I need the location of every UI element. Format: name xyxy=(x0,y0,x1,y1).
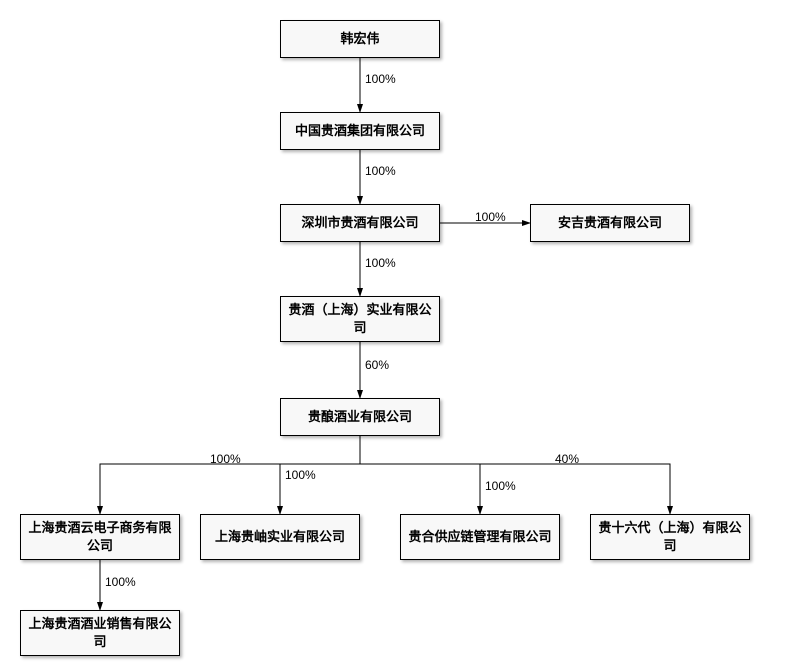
edge-label-n1-n2: 100% xyxy=(365,72,396,86)
edge-label-n5-c3: 100% xyxy=(485,479,516,493)
edge-label-c1-c1b: 100% xyxy=(105,575,136,589)
org-node-n3b: 安吉贵酒有限公司 xyxy=(530,204,690,242)
org-node-n2: 中国贵酒集团有限公司 xyxy=(280,112,440,150)
org-node-c1: 上海贵酒云电子商务有限公司 xyxy=(20,514,180,560)
edge-label-n2-n3: 100% xyxy=(365,164,396,178)
edge-label-n3-n3b: 100% xyxy=(475,210,506,224)
org-node-c2: 上海贵岫实业有限公司 xyxy=(200,514,360,560)
org-node-c3: 贵合供应链管理有限公司 xyxy=(400,514,560,560)
org-node-n3: 深圳市贵酒有限公司 xyxy=(280,204,440,242)
edge-label-n5-c2: 100% xyxy=(285,468,316,482)
edge-label-n4-n5: 60% xyxy=(365,358,389,372)
edge-label-n5-c4: 40% xyxy=(555,452,579,466)
edge-n5-c1 xyxy=(100,436,360,514)
edge-label-n3-n4: 100% xyxy=(365,256,396,270)
org-node-n4: 贵酒（上海）实业有限公司 xyxy=(280,296,440,342)
org-node-n1: 韩宏伟 xyxy=(280,20,440,58)
org-node-n5: 贵酿酒业有限公司 xyxy=(280,398,440,436)
edge-label-n5-c1: 100% xyxy=(210,452,241,466)
edge-n5-c4 xyxy=(360,436,670,514)
edge-n5-c3 xyxy=(360,436,480,514)
org-node-c1b: 上海贵酒酒业销售有限公司 xyxy=(20,610,180,656)
org-node-c4: 贵十六代（上海）有限公司 xyxy=(590,514,750,560)
